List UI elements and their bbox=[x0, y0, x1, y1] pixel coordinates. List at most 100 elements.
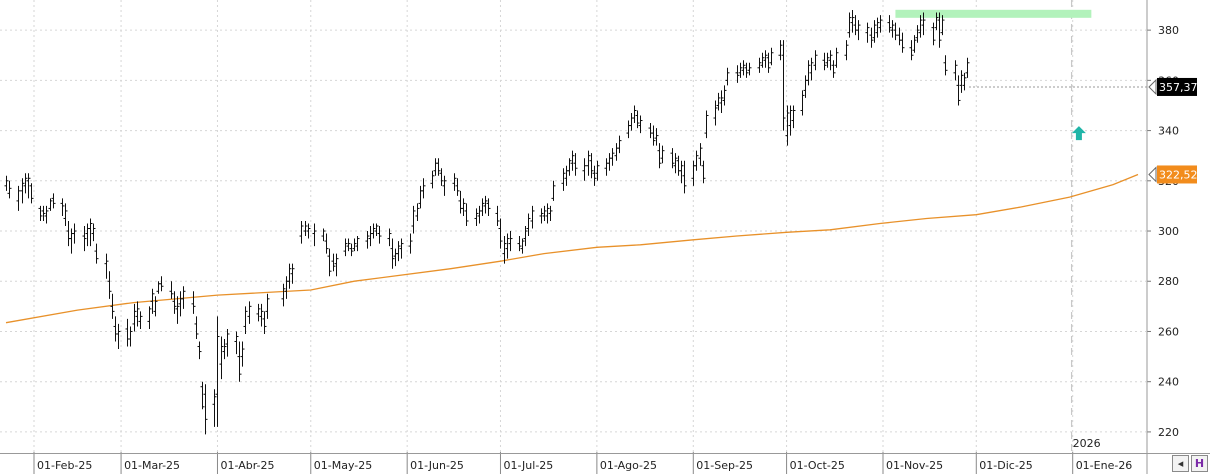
ohlc-bar bbox=[433, 158, 438, 176]
ohlc-bar bbox=[788, 105, 793, 136]
ohlc-bar bbox=[505, 233, 510, 259]
ohlc-bar bbox=[104, 253, 109, 279]
moving-average-tag-box bbox=[1157, 165, 1197, 184]
ohlc-bar bbox=[393, 248, 398, 267]
ohlc-bar bbox=[331, 253, 336, 272]
ohlc-bar bbox=[113, 316, 118, 342]
ohlc-bar bbox=[442, 175, 447, 196]
ohlc-bar bbox=[943, 55, 948, 76]
ohlc-bar bbox=[72, 223, 77, 244]
x-tick-label: 01-May-25 bbox=[314, 459, 372, 472]
ohlc-bar bbox=[722, 85, 727, 106]
ohlc-bar bbox=[371, 223, 376, 239]
ohlc-bar bbox=[856, 20, 861, 41]
ohlc-bar bbox=[346, 238, 351, 252]
ohlc-bar bbox=[203, 384, 208, 435]
ohlc-bar bbox=[959, 70, 964, 93]
ohlc-bar bbox=[265, 293, 270, 319]
ohlc-bar bbox=[20, 178, 25, 204]
ohlc-bar bbox=[694, 150, 699, 171]
ohlc-bar bbox=[132, 303, 137, 332]
ohlc-bar bbox=[887, 15, 892, 33]
ohlc-bar bbox=[219, 336, 224, 380]
ohlc-bar bbox=[116, 323, 121, 350]
ohlc-bar bbox=[418, 185, 423, 209]
ohlc-bar bbox=[284, 276, 289, 299]
ohlc-bar bbox=[4, 175, 9, 191]
ohlc-bar bbox=[586, 150, 591, 176]
ohlc-bar bbox=[247, 301, 252, 324]
ohlc-bar bbox=[791, 105, 796, 129]
ohlc-bar bbox=[110, 293, 115, 319]
x-tick-label: 01-Jul-25 bbox=[503, 459, 553, 472]
ohlc-bar bbox=[396, 241, 401, 262]
ohlc-bar bbox=[138, 311, 143, 329]
ohlc-bar bbox=[940, 15, 945, 36]
ohlc-bar bbox=[290, 263, 295, 284]
ohlc-bar bbox=[88, 218, 93, 247]
x-tick-label: 01-Mar-25 bbox=[124, 459, 180, 472]
x-tick-label: 01-Nov-25 bbox=[886, 459, 943, 472]
ohlc-bar bbox=[85, 223, 90, 247]
ohlc-bar bbox=[607, 153, 612, 171]
ohlc-bar bbox=[595, 160, 600, 181]
ohlc-bar bbox=[657, 143, 662, 169]
ohlc-bar bbox=[530, 205, 535, 229]
ohlc-bar bbox=[850, 10, 855, 33]
ohlc-bar bbox=[63, 203, 68, 226]
ohlc-bar bbox=[676, 155, 681, 176]
ohlc-bar bbox=[698, 143, 703, 166]
ohlc-bar bbox=[865, 22, 870, 43]
back-arrow-icon[interactable]: ◂ bbox=[1172, 455, 1189, 472]
moving-average-tag-pointer bbox=[1148, 166, 1157, 183]
ohlc-bar bbox=[458, 190, 463, 214]
ohlc-bar bbox=[962, 72, 967, 91]
ohlc-bar bbox=[526, 213, 531, 237]
ohlc-bar bbox=[26, 173, 31, 199]
ohlc-bar bbox=[480, 198, 485, 216]
ohlc-bar bbox=[834, 47, 839, 68]
moving-average-tag-label: 322,52 bbox=[1159, 168, 1198, 181]
ohlc-bar bbox=[545, 203, 550, 224]
ohlc-bar bbox=[809, 57, 814, 81]
ohlc-bar bbox=[828, 50, 833, 71]
ohlc-bar bbox=[256, 303, 261, 322]
ohlc-bar bbox=[760, 52, 765, 68]
y-tick-label: 240 bbox=[1158, 376, 1179, 389]
ohlc-bar bbox=[299, 220, 304, 244]
ohlc-bar bbox=[604, 158, 609, 176]
moving-average-line bbox=[5, 173, 1139, 324]
ohlc-bar bbox=[327, 248, 332, 277]
ohlc-bar bbox=[234, 331, 239, 355]
ohlc-bar bbox=[352, 238, 357, 252]
ohlc-bar bbox=[831, 60, 836, 78]
ohlc-bar bbox=[937, 12, 942, 48]
ohlc-bar bbox=[523, 226, 528, 247]
ohlc-bar bbox=[159, 276, 164, 292]
ohlc-bar bbox=[474, 208, 479, 226]
ohlc-bar bbox=[778, 40, 783, 61]
ohlc-bar bbox=[931, 22, 936, 46]
ohlc-bar bbox=[763, 50, 768, 68]
last-price-tag: 357,37 bbox=[1148, 77, 1198, 96]
ohlc-bar bbox=[785, 105, 790, 146]
ohlc-bar bbox=[691, 160, 696, 186]
ohlc-bar bbox=[635, 110, 640, 129]
ohlc-bar bbox=[766, 52, 771, 73]
ohlc-bar bbox=[738, 62, 743, 78]
ohlc-bar bbox=[38, 205, 43, 221]
ohlc-bar bbox=[822, 52, 827, 71]
last-price-tag-pointer bbox=[1148, 78, 1157, 96]
ohlc-bar bbox=[408, 233, 413, 254]
home-icon[interactable]: H bbox=[1191, 455, 1208, 472]
ohlc-bar bbox=[551, 180, 556, 201]
ohlc-bar bbox=[934, 12, 939, 31]
ohlc-bar bbox=[94, 243, 99, 264]
ohlc-bar bbox=[411, 205, 416, 234]
ohlc-bar bbox=[312, 223, 317, 247]
ohlc-bar bbox=[452, 173, 457, 191]
ohlc-bar bbox=[240, 341, 245, 367]
ohlc-bar bbox=[461, 198, 466, 216]
ohlc-bar bbox=[872, 20, 877, 43]
ohlc-bar bbox=[502, 236, 507, 264]
